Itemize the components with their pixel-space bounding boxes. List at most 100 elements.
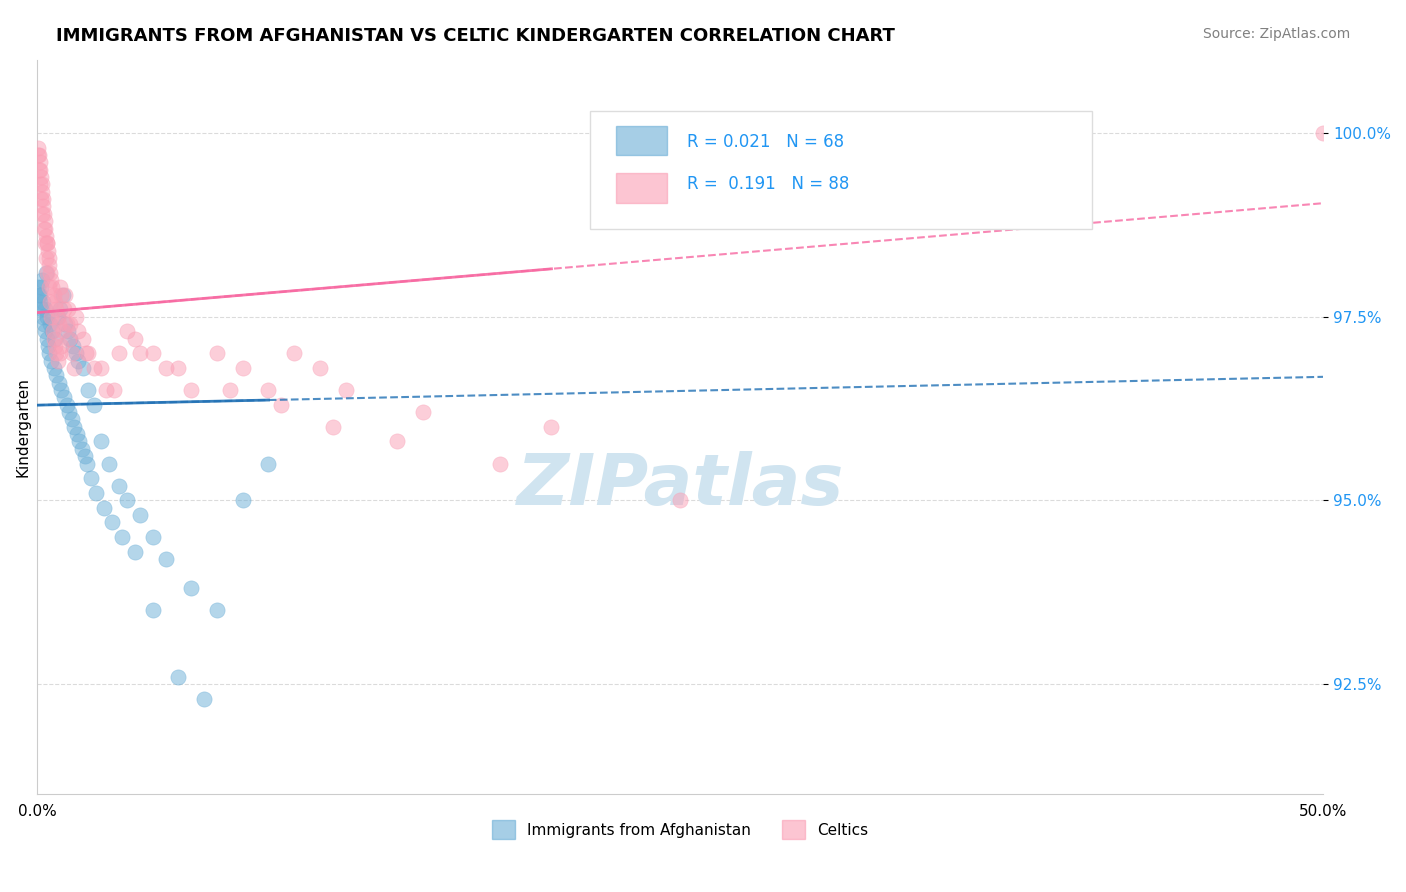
Point (30, 178, 52, 192)
Point (35, 332, 58, 346)
Point (108, 478, 131, 492)
Point (72, 361, 94, 376)
Point (30, 280, 52, 294)
Point (58, 332, 80, 346)
Point (51, 287, 73, 301)
Point (77, 346, 100, 360)
Point (59, 332, 82, 346)
Point (34, 302, 56, 317)
Point (52, 302, 75, 317)
Point (45, 346, 67, 360)
Point (65, 310, 87, 324)
Point (56, 302, 79, 317)
Point (38, 258, 60, 272)
Point (180, 383, 202, 397)
Point (42, 361, 65, 376)
Point (52, 287, 75, 301)
Point (124, 332, 146, 346)
Point (180, 582, 202, 596)
Text: ZIPatlas: ZIPatlas (516, 451, 844, 520)
Point (28, 287, 51, 301)
Y-axis label: Kindergarten: Kindergarten (15, 376, 30, 476)
Point (309, 361, 332, 376)
Point (38, 317, 60, 331)
Point (32, 207, 55, 221)
Text: R = 0.021   N = 68: R = 0.021 N = 68 (686, 133, 844, 151)
Point (108, 346, 131, 360)
Point (31, 178, 53, 192)
Point (46, 310, 69, 324)
Point (28, 162, 51, 177)
Point (100, 516, 122, 530)
Point (31, 302, 53, 317)
Point (39, 295, 62, 310)
Point (38, 251, 60, 265)
Point (34, 214, 56, 228)
Point (28, 287, 51, 301)
FancyBboxPatch shape (591, 111, 1091, 228)
Point (67, 324, 90, 338)
Point (63, 361, 86, 376)
Point (41, 310, 63, 324)
Point (77, 383, 100, 397)
Point (37, 236, 59, 251)
Point (76, 457, 98, 471)
Point (46, 310, 69, 324)
Text: R =  0.191   N = 88: R = 0.191 N = 88 (686, 176, 849, 194)
Point (31, 273, 53, 287)
Point (73, 449, 96, 463)
Point (67, 434, 90, 449)
Point (55, 317, 77, 331)
Point (39, 353, 62, 368)
Point (103, 383, 125, 397)
Point (167, 361, 190, 376)
Point (412, 405, 434, 419)
Point (28, 148, 51, 162)
Point (540, 419, 562, 434)
Point (155, 361, 177, 376)
Point (27, 280, 49, 294)
Point (44, 295, 66, 310)
Point (38, 346, 60, 360)
Point (257, 383, 280, 397)
Point (669, 493, 692, 508)
Point (44, 339, 66, 353)
Point (46, 353, 69, 368)
Point (98, 457, 121, 471)
Point (56, 324, 79, 338)
Point (35, 251, 58, 265)
Point (28, 155, 51, 169)
Point (90, 434, 112, 449)
Point (30, 170, 52, 185)
Point (322, 419, 344, 434)
Point (27, 148, 49, 162)
Point (93, 500, 115, 515)
Point (37, 310, 59, 324)
Point (83, 398, 105, 412)
Point (38, 280, 60, 294)
Text: Source: ZipAtlas.com: Source: ZipAtlas.com (1202, 27, 1350, 41)
Point (65, 346, 87, 360)
Point (205, 603, 228, 617)
Point (35, 236, 58, 251)
Point (34, 236, 56, 251)
Point (32, 199, 55, 213)
Point (62, 339, 84, 353)
Point (60, 412, 83, 426)
Point (38, 266, 60, 280)
Point (70, 442, 93, 456)
Point (55, 398, 77, 412)
Point (283, 346, 305, 360)
Point (53, 287, 76, 301)
Point (232, 493, 254, 508)
Point (49, 302, 72, 317)
Point (53, 317, 76, 331)
Point (37, 266, 59, 280)
Point (66, 427, 89, 442)
Point (385, 434, 408, 449)
Point (142, 530, 165, 544)
Point (67, 353, 90, 368)
Point (31, 207, 53, 221)
Point (34, 324, 56, 338)
Legend: Immigrants from Afghanistan, Celtics: Immigrants from Afghanistan, Celtics (486, 814, 875, 845)
